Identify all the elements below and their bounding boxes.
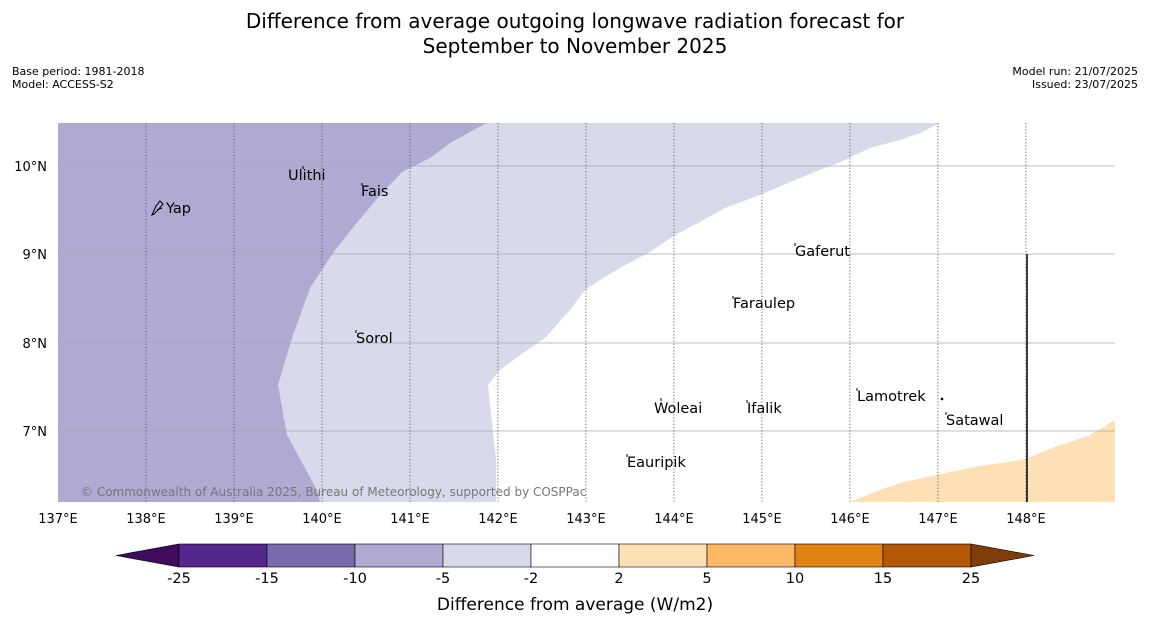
lon-label-139e: 139°E — [214, 512, 254, 527]
lon-label-137e: 137°E — [38, 512, 78, 527]
place-yap: Yap — [165, 201, 191, 217]
base-period: Base period: 1981-2018 — [12, 65, 145, 78]
place-faraulep: Faraulep — [733, 296, 795, 312]
place-ulithi: Ulithi — [288, 168, 326, 184]
place-gaferut: Gaferut — [795, 244, 850, 260]
colorbar-title: Difference from average (W/m2) — [437, 595, 713, 615]
colorbar-tick-label: 2 — [614, 571, 623, 587]
latitude-labels: 10°N 9°N 8°N 7°N — [14, 160, 47, 440]
lat-label-9n: 9°N — [23, 248, 48, 263]
model-name: Model: ACCESS-S2 — [12, 78, 114, 91]
place-sorol: Sorol — [356, 331, 393, 347]
copyright-notice: © Commonwealth of Australia 2025, Bureau… — [81, 485, 586, 499]
longitude-labels: 137°E 138°E 139°E 140°E 141°E 142°E 143°… — [38, 512, 1046, 527]
title-line-1: Difference from average outgoing longwav… — [245, 9, 905, 33]
lon-label-138e: 138°E — [126, 512, 166, 527]
lon-label-143e: 143°E — [566, 512, 606, 527]
map-title: Difference from average outgoing longwav… — [0, 9, 1150, 59]
lat-label-10n: 10°N — [14, 160, 47, 175]
lat-label-8n: 8°N — [23, 337, 48, 352]
lon-label-147e: 147°E — [918, 512, 958, 527]
colorbar-box — [178, 543, 268, 568]
colorbar-tick-label: 25 — [962, 571, 980, 587]
lon-label-146e: 146°E — [830, 512, 870, 527]
lon-label-148e: 148°E — [1006, 512, 1046, 527]
anomaly-region-plus-5 — [850, 420, 1115, 502]
colorbar-box — [354, 543, 444, 568]
colorbar-legend: -25 -15 -10 -5 -2 2 5 10 15 25 Difference from av… — [115, 543, 1035, 615]
colorbar-tick-label: -25 — [167, 571, 191, 587]
colorbar-tick-labels: -25 -15 -10 -5 -2 2 5 10 15 25 — [167, 571, 980, 587]
meta-left: Base period: 1981-2018 Model: ACCESS-S2 — [12, 65, 144, 91]
meta-right: Model run: 21/07/2025 Issued: 23/07/2025 — [1012, 65, 1138, 91]
place-satawal: Satawal — [946, 413, 1003, 429]
colorbar-boxes — [115, 543, 1035, 568]
lon-label-141e: 141°E — [390, 512, 430, 527]
colorbar-tick-label: -15 — [255, 571, 279, 587]
colorbar-extend-low — [115, 543, 180, 568]
title-line-2: September to November 2025 — [422, 34, 728, 58]
lon-label-145e: 145°E — [742, 512, 782, 527]
colorbar-extend-high — [970, 543, 1035, 568]
place-ifalik: Ifalik — [747, 401, 782, 417]
colorbar-box — [530, 543, 620, 568]
colorbar-box — [706, 543, 796, 568]
colorbar-tick-label: 10 — [786, 571, 804, 587]
colorbar-tick-label: 5 — [702, 571, 711, 587]
lat-label-7n: 7°N — [23, 425, 48, 440]
colorbar-box — [882, 543, 972, 568]
place-eauripik: Eauripik — [627, 455, 686, 471]
lon-label-140e: 140°E — [302, 512, 342, 527]
colorbar-box — [618, 543, 708, 568]
issued-date: Issued: 23/07/2025 — [1031, 78, 1138, 91]
colorbar-tick-label: -5 — [436, 571, 450, 587]
place-labels: Yap Ulithi Fais Gaferut Faraulep Sorol W… — [165, 168, 1003, 471]
colorbar-box — [266, 543, 356, 568]
lon-label-142e: 142°E — [478, 512, 518, 527]
island-markers — [150, 166, 947, 457]
anomaly-region-minus-10 — [58, 123, 487, 502]
longitude-gridlines — [145, 123, 1027, 502]
model-run: Model run: 21/07/2025 — [1012, 65, 1138, 78]
place-woleai: Woleai — [654, 401, 702, 417]
place-fais: Fais — [361, 184, 388, 200]
place-lamotrek: Lamotrek — [857, 389, 926, 405]
lon-label-144e: 144°E — [654, 512, 694, 527]
colorbar-tick-label: -10 — [343, 571, 367, 587]
colorbar-box — [442, 543, 532, 568]
map-panel: Yap Ulithi Fais Gaferut Faraulep Sorol W… — [58, 123, 1115, 502]
colorbar-box — [794, 543, 884, 568]
yap-island-shape — [150, 200, 164, 217]
colorbar-tick-label: -2 — [524, 571, 538, 587]
colorbar-tick-label: 15 — [874, 571, 892, 587]
